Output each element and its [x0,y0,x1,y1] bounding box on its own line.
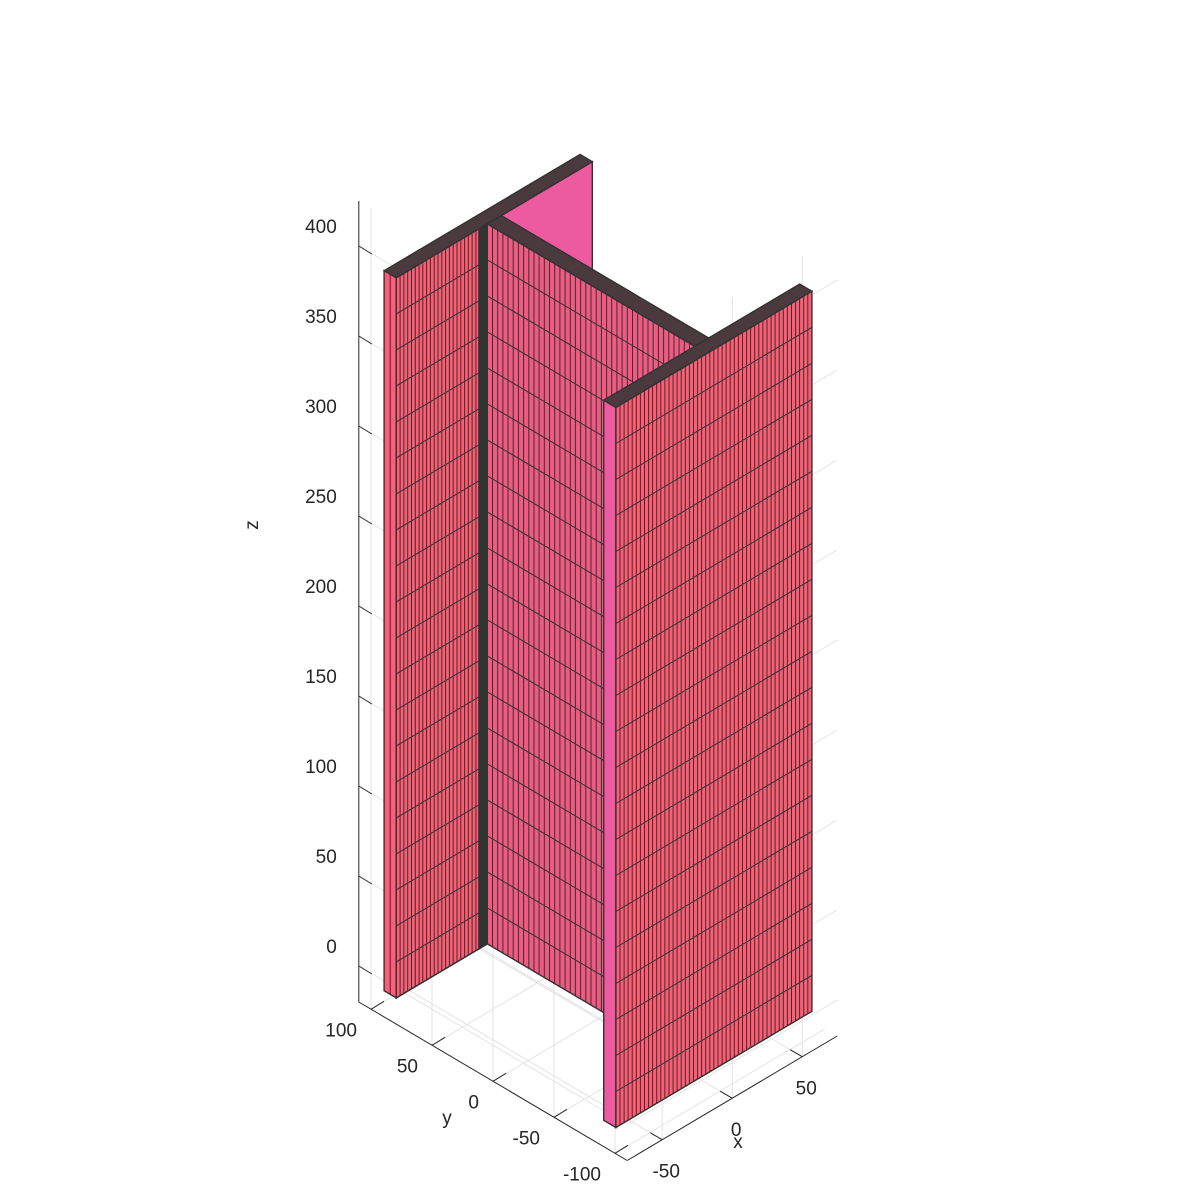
x-tick-label: 0 [731,1120,742,1141]
x-axis-line [626,1035,838,1161]
i-beam-surface [382,153,814,1129]
front-flange-side-face [603,399,617,1129]
z-tick-label: 50 [316,847,337,868]
axes: 0 50 100 150 200 250 300 350 400 -100 -50 0 50 100 -50… [305,201,838,1185]
y-tick [492,1072,507,1082]
z-tick-label: 100 [305,757,337,778]
grid-line-y [614,1028,826,1154]
z-tick [358,425,373,435]
x-tick [789,1049,803,1058]
z-tick [358,245,373,255]
y-axis-label: y [442,1108,452,1129]
z-tick [358,695,373,705]
y-tick-label: 0 [468,1092,479,1113]
x-tick [649,1132,663,1141]
y-tick [614,1144,629,1154]
z-tick-label: 150 [305,667,337,688]
z-tick-label: 0 [326,937,337,958]
z-tick-label: 400 [305,217,337,238]
back-flange-left-hmesh [396,259,488,963]
axis-labels: x y z [242,520,743,1153]
y-tick [431,1036,446,1046]
x-tick-label: 50 [796,1079,817,1100]
z-tick [358,785,373,795]
z-axis-label: z [242,520,263,530]
z-tick [358,875,373,885]
z-tick [358,515,373,525]
y-tick [370,1000,385,1010]
y-tick-label: 100 [325,1020,357,1041]
front-flange-hmesh [615,326,813,1092]
x-axis-label: x [733,1132,743,1153]
y-tick-label: 50 [397,1056,418,1077]
x-tick-label: -50 [652,1162,679,1183]
z-tick-label: 350 [305,307,337,328]
z-tick-label: 300 [305,397,337,418]
x-tick [719,1090,733,1099]
y-tick-label: -100 [563,1164,601,1185]
y-tick [553,1108,568,1118]
web-junction-strip [478,222,488,951]
z-tick [358,965,373,975]
z-tick [358,335,373,345]
z-tick [358,605,373,615]
z-tick-label: 200 [305,577,337,598]
z-tick-label: 250 [305,487,337,508]
y-tick-label: -50 [513,1128,540,1149]
